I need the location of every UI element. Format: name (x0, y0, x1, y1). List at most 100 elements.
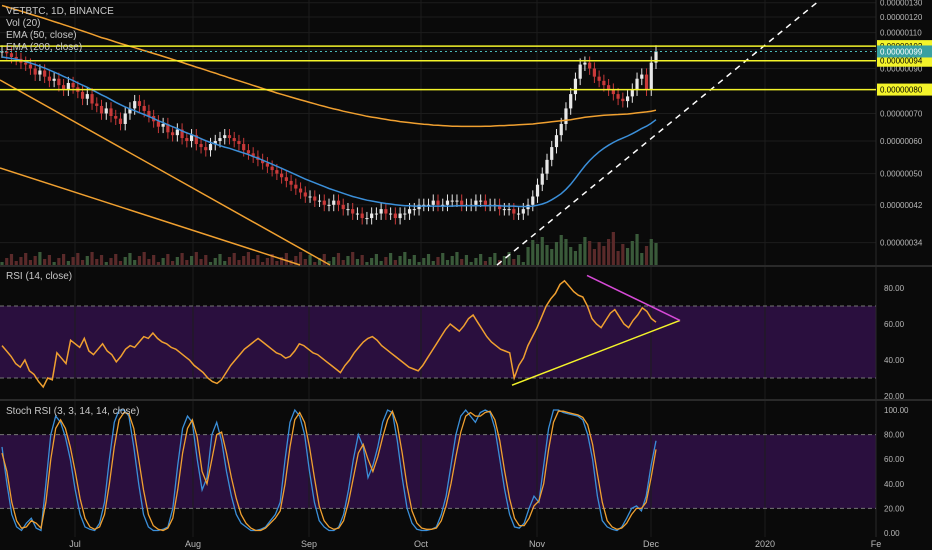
stoch-axis-tick-label: 60.00 (884, 455, 905, 464)
volume-bar (355, 259, 360, 265)
candle-body (246, 150, 251, 154)
candle-body (24, 62, 28, 65)
x-axis-tick-label: Fe (871, 539, 882, 549)
volume-bar (592, 249, 596, 265)
volume-bar (412, 255, 416, 265)
volume-bar (28, 260, 33, 265)
volume-bar (464, 255, 469, 265)
price-axis-tick-label: 0.00000110 (880, 29, 922, 38)
candle-body (398, 213, 402, 219)
candle-body (417, 204, 421, 210)
candle-body (208, 144, 213, 151)
volume-legend[interactable]: Vol (20) (6, 18, 41, 29)
volume-bar (298, 252, 303, 265)
x-axis-tick-label: Nov (529, 539, 546, 549)
stoch-axis-tick-label: 20.00 (884, 504, 905, 513)
candle-body (47, 76, 51, 81)
x-axis-tick-label: Sep (301, 539, 317, 549)
candle-body (426, 204, 431, 206)
volume-bar (5, 258, 9, 265)
candle-body (204, 147, 208, 151)
volume-bar (317, 258, 322, 265)
volume-bar (19, 257, 23, 265)
volume-bar (9, 254, 14, 265)
volume-bar (322, 254, 326, 265)
symbol-label[interactable]: VETBTC, 1D, BINANCE (6, 6, 114, 17)
stoch-axis-tick-label: 100.00 (884, 406, 909, 415)
candle-body (351, 209, 355, 214)
last-price-label: 0.00000099 (880, 47, 923, 56)
candle-body (592, 68, 596, 77)
candle-body (123, 113, 127, 124)
candle-body (630, 89, 634, 97)
candle-body (611, 89, 615, 95)
volume-bar (474, 258, 478, 265)
candle-body (554, 135, 559, 148)
candle-body (479, 200, 483, 202)
volume-bar (227, 257, 232, 265)
volume-bar (393, 260, 397, 265)
volume-bar (265, 258, 269, 265)
volume-bar (550, 249, 554, 265)
candle-body (71, 82, 75, 88)
candle-body (95, 103, 99, 106)
volume-bar (38, 252, 42, 265)
volume-bar (450, 256, 454, 265)
candle-body (327, 204, 331, 206)
candle-body (265, 163, 269, 167)
candle-body (57, 78, 61, 86)
volume-bar (76, 253, 80, 265)
candle-body (502, 209, 506, 211)
volume-bar (152, 255, 156, 265)
candle-body (227, 135, 232, 139)
volume-bar (559, 235, 563, 265)
candle-body (531, 196, 535, 205)
candle-body (317, 200, 322, 202)
candle-body (564, 108, 568, 124)
candle-body (218, 138, 222, 142)
volume-bar (554, 242, 559, 265)
candle-body (389, 213, 393, 215)
candle-body (621, 98, 625, 102)
volume-bar (161, 258, 165, 265)
candle-body (412, 209, 416, 211)
candle-body (166, 123, 170, 133)
stoch-rsi-title[interactable]: Stoch RSI (3, 3, 14, 14, close) (6, 406, 140, 417)
ema50-legend[interactable]: EMA (50, close) (6, 30, 77, 41)
candle-body (232, 138, 236, 142)
volume-bar (389, 253, 393, 265)
trendline-lower (0, 167, 301, 266)
volume-bar (57, 258, 61, 265)
volume-bar (242, 256, 246, 265)
support-dashed-line (496, 0, 821, 266)
rsi-axis-tick-label: 40.00 (884, 356, 905, 365)
candle-body (175, 129, 179, 136)
candle-body (360, 213, 364, 219)
candle-body (303, 192, 307, 197)
candle-body (289, 180, 293, 185)
rsi-title[interactable]: RSI (14, close) (6, 271, 73, 282)
candle-body (545, 159, 549, 174)
candle-body (109, 108, 113, 117)
candle-body (516, 213, 521, 215)
volume-bar (630, 241, 634, 265)
candle-body (540, 173, 544, 185)
volume-bar (14, 261, 18, 265)
volume-bar (649, 239, 653, 265)
volume-bar (0, 262, 4, 265)
candle-body (199, 144, 203, 148)
candle-body (270, 166, 274, 171)
volume-bar (583, 237, 587, 265)
volume-bar (531, 240, 535, 265)
price-axis-tick-label: 0.00000090 (880, 65, 923, 74)
volume-bar (588, 241, 592, 265)
candle-body (213, 141, 217, 145)
candle-body (14, 56, 18, 59)
candle-body (280, 173, 284, 178)
volume-bar (327, 261, 331, 265)
ema200-legend[interactable]: EMA (200, close) (6, 42, 83, 53)
volume-bar (171, 261, 175, 265)
candle-body (569, 94, 573, 109)
volume-bar (398, 256, 402, 265)
